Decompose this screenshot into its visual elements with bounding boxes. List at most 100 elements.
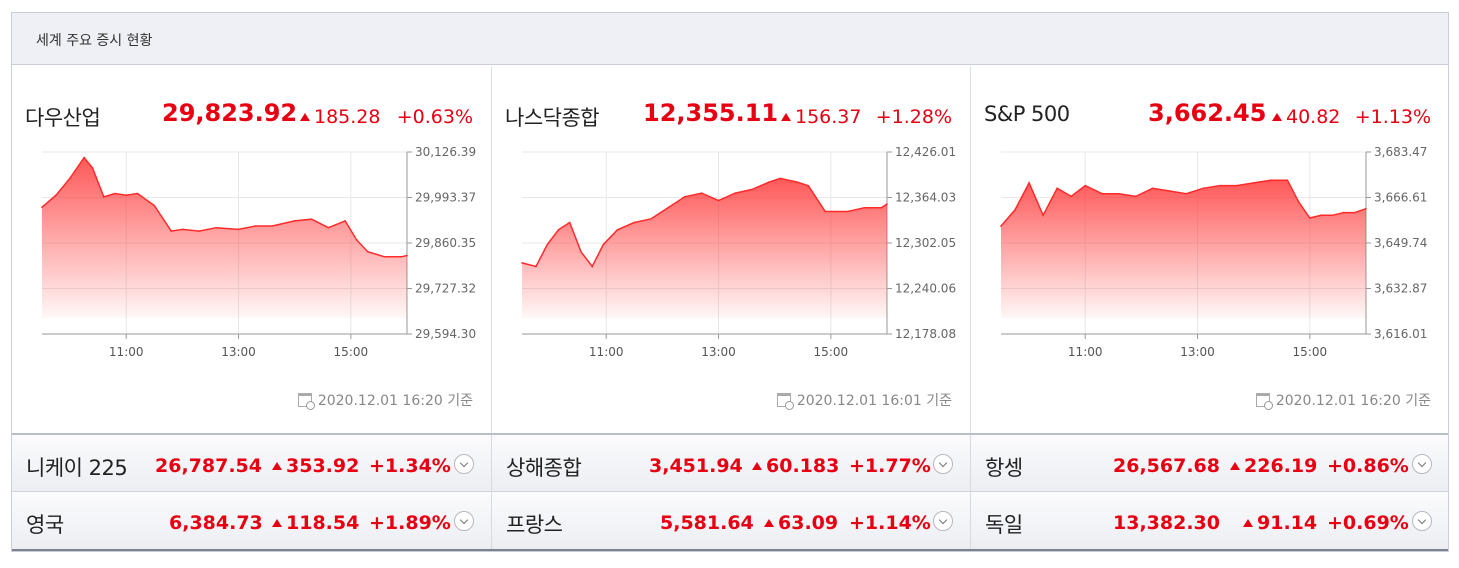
y-tick-label: 3,632.87 bbox=[1374, 282, 1427, 296]
data-point bbox=[616, 229, 619, 231]
data-point bbox=[41, 206, 43, 208]
data-point bbox=[406, 254, 408, 257]
index-change-pct: +0.86% bbox=[1327, 455, 1409, 477]
index-name[interactable]: 독일 bbox=[985, 513, 1023, 537]
x-tick-label: 13:00 bbox=[1180, 345, 1215, 359]
expand-chevron-icon[interactable] bbox=[454, 454, 474, 474]
index-cell-germany[interactable]: 독일 13,382.30 91.14 +0.69% bbox=[970, 492, 1449, 549]
y-tick-label: 29,993.37 bbox=[415, 191, 476, 205]
up-triangle-icon bbox=[764, 519, 774, 527]
series-area bbox=[1001, 180, 1366, 318]
index-cell-hangseng[interactable]: 항셍 26,567.68 226.19 +0.86% bbox=[970, 435, 1449, 492]
data-point bbox=[568, 221, 571, 224]
up-triangle-icon bbox=[272, 462, 282, 470]
index-name[interactable]: 나스닥종합 bbox=[505, 106, 600, 130]
data-point bbox=[521, 262, 523, 264]
data-point bbox=[835, 210, 838, 213]
data-point bbox=[650, 218, 652, 220]
data-point bbox=[1219, 184, 1221, 187]
data-point bbox=[114, 192, 116, 195]
index-name[interactable]: S&P 500 bbox=[984, 102, 1070, 126]
timestamp-text: 2020.12.01 16:01 기준 bbox=[796, 393, 952, 409]
data-point bbox=[125, 194, 127, 196]
data-point bbox=[181, 228, 184, 231]
index-panel-dow[interactable]: 다우산업 29,823.92 185.28 +0.63% 30,126.39 29… bbox=[12, 66, 491, 433]
data-point bbox=[717, 199, 720, 202]
index-name[interactable]: 프랑스 bbox=[506, 513, 563, 537]
series-line bbox=[41, 156, 408, 258]
expand-chevron-icon[interactable] bbox=[933, 511, 953, 531]
timestamp: 2020.12.01 16:20 기준 bbox=[297, 390, 473, 410]
data-point bbox=[1236, 184, 1238, 187]
data-point bbox=[344, 220, 347, 222]
index-cell-uk[interactable]: 영국 6,384.73 118.54 +1.89% bbox=[12, 492, 491, 549]
expand-chevron-icon[interactable] bbox=[1412, 511, 1432, 531]
data-point bbox=[1202, 187, 1204, 190]
data-point bbox=[1135, 195, 1137, 198]
intraday-chart: 30,126.39 29,993.37 29,860.35 29,727.32 29,5… bbox=[41, 145, 476, 359]
index-change: 156.37 bbox=[781, 106, 861, 128]
data-point bbox=[327, 226, 330, 229]
index-change-value: 118.54 bbox=[286, 512, 360, 534]
up-triangle-icon bbox=[781, 113, 791, 121]
calendar-clock-icon bbox=[297, 393, 315, 410]
index-change-pct: +1.34% bbox=[369, 455, 451, 477]
data-point bbox=[310, 218, 313, 220]
index-panel-sp500[interactable]: S&P 500 3,662.45 40.82 +1.13% 3,683.47 3,… bbox=[970, 66, 1449, 433]
data-point bbox=[779, 177, 782, 180]
index-panel-nasdaq[interactable]: 나스닥종합 12,355.11 156.37 +1.28% 12,426.01 1… bbox=[491, 66, 970, 433]
index-change-pct: +0.69% bbox=[1327, 512, 1409, 534]
timestamp: 2020.12.01 16:20 기준 bbox=[1255, 390, 1431, 410]
expand-chevron-icon[interactable] bbox=[933, 454, 953, 474]
timestamp: 2020.12.01 16:01 기준 bbox=[776, 390, 952, 410]
index-name[interactable]: 니케이 225 bbox=[26, 456, 128, 480]
data-point bbox=[734, 192, 737, 194]
index-value: 5,581.64 bbox=[660, 512, 754, 534]
index-cell-shanghai[interactable]: 상해종합 3,451.94 60.183 +1.77% bbox=[491, 435, 970, 492]
data-point bbox=[1286, 179, 1289, 181]
data-point bbox=[69, 177, 71, 179]
data-point bbox=[886, 203, 888, 205]
data-point bbox=[103, 196, 105, 198]
expand-chevron-icon[interactable] bbox=[454, 511, 474, 531]
index-value: 13,382.30 bbox=[1113, 512, 1220, 534]
y-tick-label: 12,240.06 bbox=[895, 282, 956, 296]
index-name[interactable]: 다우산업 bbox=[25, 106, 101, 130]
index-value: 6,384.73 bbox=[169, 512, 263, 534]
data-point bbox=[1331, 214, 1334, 217]
expand-chevron-icon[interactable] bbox=[1412, 454, 1432, 474]
x-tick-label: 15:00 bbox=[814, 345, 849, 359]
data-point bbox=[136, 192, 139, 195]
data-point bbox=[557, 229, 560, 231]
data-point bbox=[1342, 211, 1345, 214]
index-value: 29,823.92 bbox=[162, 99, 298, 127]
index-change-pct: +0.63% bbox=[396, 106, 473, 128]
x-tick-label: 13:00 bbox=[701, 345, 736, 359]
index-name[interactable]: 상해종합 bbox=[506, 456, 582, 480]
data-point bbox=[400, 256, 403, 258]
x-tick-label: 11:00 bbox=[1068, 345, 1103, 359]
index-value: 3,662.45 bbox=[1148, 99, 1267, 127]
data-point bbox=[366, 250, 369, 253]
index-name[interactable]: 영국 bbox=[26, 513, 64, 537]
y-tick-label: 29,727.32 bbox=[415, 282, 476, 296]
data-point bbox=[1070, 195, 1072, 198]
up-triangle-icon bbox=[1243, 519, 1253, 527]
data-point bbox=[768, 181, 770, 183]
index-change-value: 226.19 bbox=[1244, 455, 1318, 477]
index-change-value: 60.183 bbox=[766, 455, 840, 477]
index-cell-nikkei[interactable]: 니케이 225 26,787.54 353.92 +1.34% bbox=[12, 435, 491, 492]
index-cell-france[interactable]: 프랑스 5,581.64 63.09 +1.14% bbox=[491, 492, 970, 549]
data-point bbox=[215, 226, 217, 229]
x-tick-label: 13:00 bbox=[221, 345, 256, 359]
index-change-value: 185.28 bbox=[314, 106, 381, 128]
index-name[interactable]: 항셍 bbox=[985, 456, 1023, 480]
data-point bbox=[863, 207, 866, 209]
data-point bbox=[1014, 209, 1016, 211]
y-tick-label: 3,683.47 bbox=[1374, 145, 1427, 159]
data-point bbox=[91, 167, 94, 169]
data-point bbox=[237, 228, 240, 231]
data-point bbox=[700, 192, 703, 194]
index-value: 12,355.11 bbox=[643, 99, 779, 127]
data-point bbox=[1101, 192, 1103, 195]
